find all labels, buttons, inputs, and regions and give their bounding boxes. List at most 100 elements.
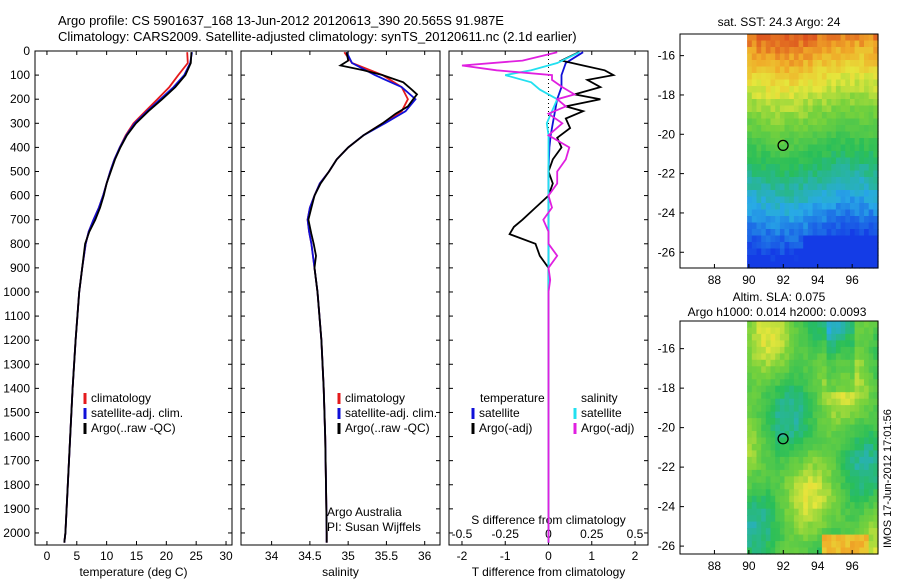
map-cell — [854, 209, 860, 217]
map-cell — [873, 118, 879, 126]
map-cell — [840, 86, 846, 94]
map-cell — [765, 340, 772, 348]
map-cell — [854, 248, 860, 256]
map-cell — [835, 340, 842, 348]
map-cell — [775, 353, 781, 361]
map-cell — [845, 235, 851, 243]
map-cell — [826, 131, 832, 139]
map-cell — [821, 34, 828, 42]
map-cell — [812, 482, 818, 490]
map-cell — [789, 170, 795, 178]
map-cell — [854, 476, 860, 484]
map-cell — [835, 196, 842, 204]
map-cell — [840, 99, 846, 107]
map-cell — [826, 209, 832, 217]
map-cell — [807, 495, 814, 503]
map-cell — [775, 521, 781, 529]
x-tick-label: 36 — [418, 549, 432, 563]
map-cell — [770, 164, 776, 172]
map-cell — [779, 456, 786, 464]
map-cell — [807, 502, 814, 510]
map-cell — [850, 60, 856, 68]
map-cell — [751, 515, 758, 523]
map-cell — [854, 151, 860, 159]
map-cell — [779, 92, 786, 100]
map-cell — [803, 92, 809, 100]
map-cell — [779, 144, 786, 152]
map-cell — [770, 131, 776, 139]
map-cell — [826, 353, 832, 361]
map-cell — [850, 528, 856, 536]
y-tick-label: 1300 — [3, 357, 30, 371]
map-cell — [770, 157, 776, 165]
map-cell — [840, 118, 846, 126]
map-cell — [803, 131, 809, 139]
map-cell — [779, 40, 786, 48]
map-cell — [779, 398, 786, 406]
map-cell — [850, 515, 856, 523]
map-cell — [831, 353, 837, 361]
map-cell — [850, 47, 856, 55]
map-cell — [821, 321, 828, 329]
map-border — [679, 33, 879, 269]
map-cell — [859, 53, 865, 61]
map-cell — [850, 379, 856, 387]
map-cell — [873, 502, 879, 510]
map-cell — [826, 164, 832, 172]
map-cell — [770, 222, 776, 230]
map-cell — [817, 463, 823, 471]
map-cell — [831, 405, 837, 413]
map-cell — [789, 547, 795, 555]
map-cell — [807, 515, 814, 523]
map-cell — [779, 73, 786, 81]
map-cell — [873, 444, 879, 452]
map-cell — [821, 405, 828, 413]
map-cell — [803, 112, 809, 120]
map-cell — [826, 340, 832, 348]
climatology-temperature-line — [63, 52, 189, 543]
map-cell — [859, 469, 865, 477]
map-cell — [798, 508, 804, 516]
map-cell — [821, 372, 828, 380]
map-cell — [859, 216, 865, 224]
map-cell — [864, 53, 870, 61]
map-cell — [826, 235, 832, 243]
map-cell — [803, 495, 809, 503]
map-cell — [807, 79, 814, 87]
map-cell — [779, 392, 786, 400]
map-cell — [835, 235, 842, 243]
map-cell — [775, 495, 781, 503]
map-cell — [789, 379, 795, 387]
map-cell — [817, 444, 823, 452]
map-cell — [845, 248, 851, 256]
map-cell — [761, 53, 767, 61]
map-cell — [821, 366, 828, 374]
map-cell — [845, 105, 851, 113]
map-cell — [826, 411, 832, 419]
y-tick-label: 700 — [10, 213, 30, 227]
map-cell — [789, 190, 795, 198]
map-cell — [775, 385, 781, 393]
map-cell — [817, 112, 823, 120]
map-cell — [770, 118, 776, 126]
map-cell — [850, 385, 856, 393]
map-cell — [761, 528, 767, 536]
map-cell — [840, 255, 846, 263]
map-cell — [835, 177, 842, 185]
map-cell — [807, 40, 814, 48]
map-cell — [770, 353, 776, 361]
map-cell — [817, 34, 823, 42]
map-cell — [784, 476, 790, 484]
map-cell — [751, 242, 758, 250]
map-cell — [873, 521, 879, 529]
map-cell — [793, 333, 800, 341]
map-cell — [821, 385, 828, 393]
map-x-tick-label: 94 — [811, 273, 825, 287]
map-cell — [751, 482, 758, 490]
map-cell — [779, 333, 786, 341]
map-cell — [840, 151, 846, 159]
map-cell — [751, 340, 758, 348]
map-cell — [751, 456, 758, 464]
map-cell — [873, 469, 879, 477]
map-cell — [868, 424, 874, 432]
